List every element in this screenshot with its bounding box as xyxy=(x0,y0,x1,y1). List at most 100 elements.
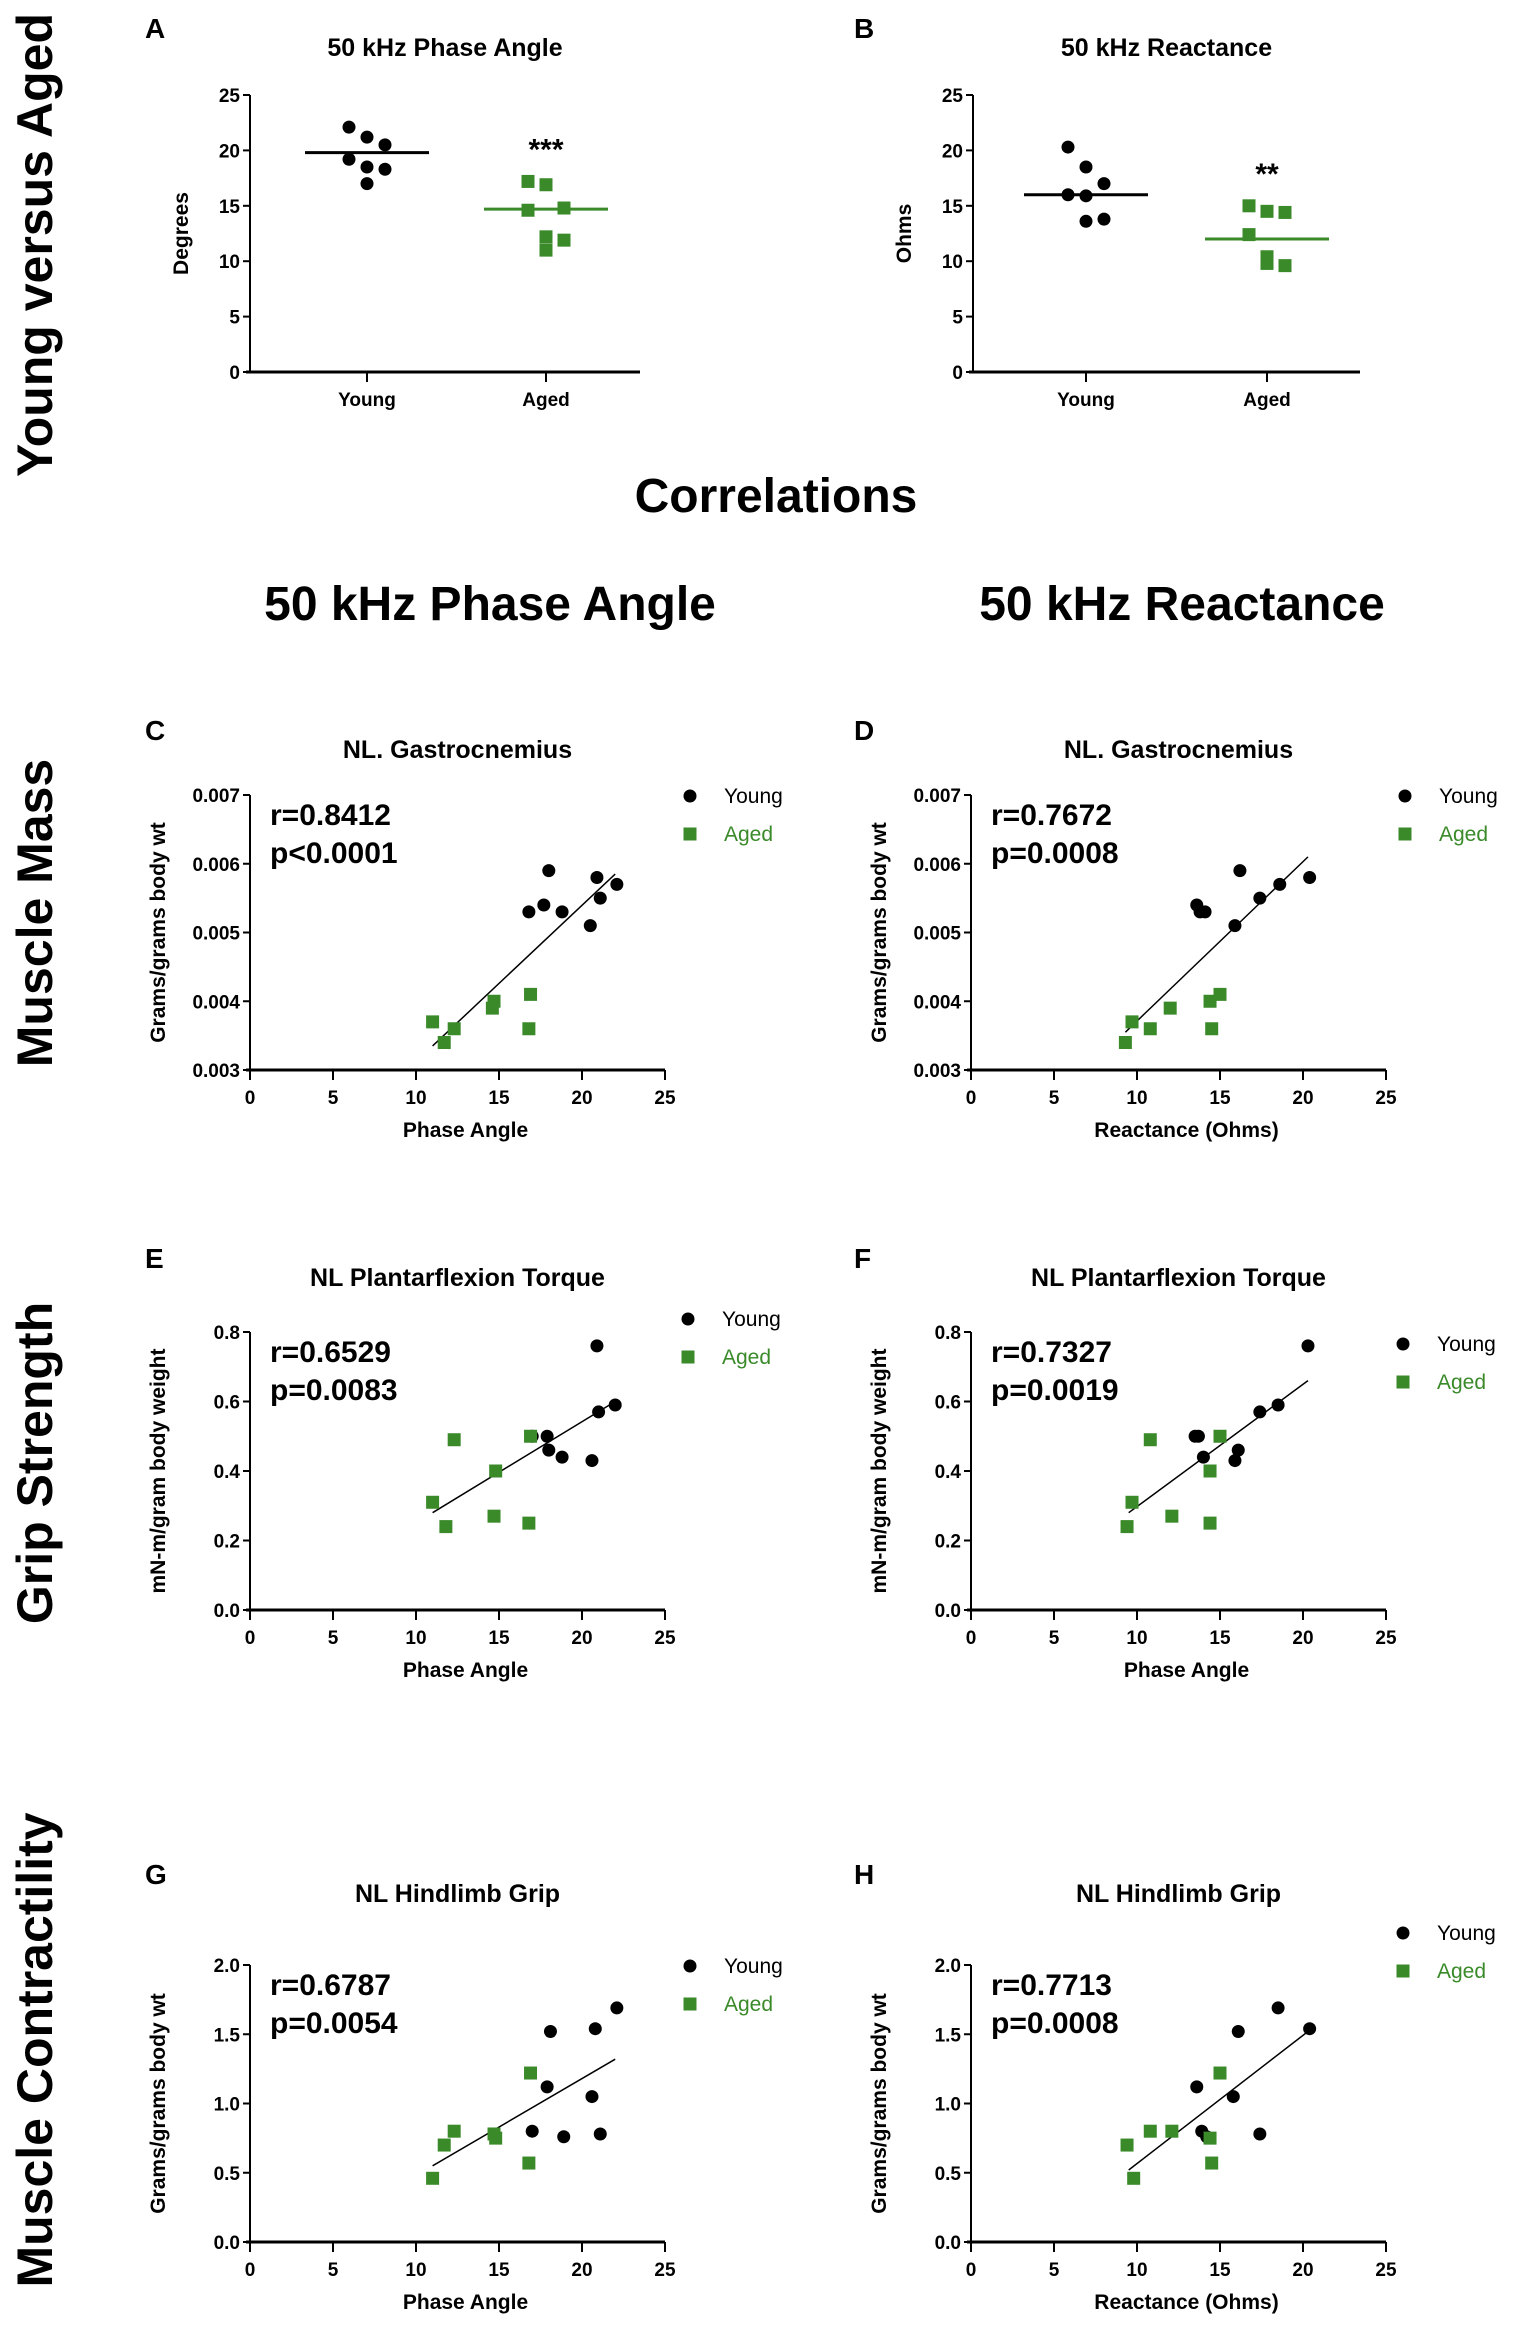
x-tick-label: 25 xyxy=(654,1628,676,1649)
data-point-aged xyxy=(1203,1516,1217,1530)
data-point-young xyxy=(583,919,597,933)
panel-letter: B xyxy=(854,13,874,44)
x-tick-label: 10 xyxy=(1126,1088,1147,1109)
panel-letter: H xyxy=(854,1859,874,1890)
regression-line xyxy=(432,1400,616,1514)
data-point-young xyxy=(1198,905,1212,919)
data-point-young xyxy=(1253,2127,1267,2141)
x-tick-label: 5 xyxy=(1049,1628,1060,1649)
column-title-reactance: 50 kHz Reactance xyxy=(979,578,1385,631)
panel-letter: D xyxy=(854,715,874,746)
legend-marker-aged xyxy=(683,1997,697,2011)
data-point-young xyxy=(525,2124,539,2138)
legend-label-young: Young xyxy=(722,1308,781,1331)
y-tick-label: 0 xyxy=(952,363,963,384)
data-point-young xyxy=(1303,2022,1317,2036)
legend-label-aged: Aged xyxy=(724,823,773,846)
data-point-aged xyxy=(447,1022,461,1036)
data-point-young xyxy=(542,864,556,878)
data-point-young xyxy=(588,2022,602,2036)
y-tick-label: 0.005 xyxy=(913,924,961,945)
x-tick-label: 0 xyxy=(966,1628,977,1649)
data-point-young xyxy=(593,891,607,905)
y-tick-label: 10 xyxy=(942,252,963,273)
x-tick-label: 20 xyxy=(571,1628,592,1649)
y-axis-label: mN-m/gram body weight xyxy=(147,1348,170,1593)
x-tick-label: Aged xyxy=(522,390,570,411)
x-tick-label: 20 xyxy=(1292,1628,1313,1649)
data-point-aged xyxy=(524,1429,538,1443)
panel-d: D NL. Gastrocnemius 0.003 0.004 0.005 0.006 0.… xyxy=(854,715,1498,1142)
data-point-young xyxy=(593,2127,607,2141)
panel-h: H NL Hindlimb Grip 0.0 0.5 1.0 1.5 2.0 Grams/gr… xyxy=(854,1859,1496,2314)
panel-letter: G xyxy=(145,1859,167,1890)
data-point-aged xyxy=(426,1495,440,1509)
legend-marker-young xyxy=(1398,789,1412,803)
legend-label-young: Young xyxy=(724,785,783,808)
x-tick-label: 5 xyxy=(1049,2260,1060,2281)
data-point-aged xyxy=(1213,2066,1227,2080)
data-point xyxy=(342,152,356,166)
data-point-young xyxy=(1228,1454,1242,1468)
data-point-young xyxy=(543,2024,557,2038)
data-point-young xyxy=(610,877,624,891)
correlation-r: r=0.6787 xyxy=(270,1969,391,2002)
significance-annotation: ** xyxy=(1255,158,1279,191)
data-point-young xyxy=(585,2090,599,2104)
x-tick-label: 15 xyxy=(488,1088,510,1109)
legend-label-aged: Aged xyxy=(724,1993,773,2016)
x-tick-label: 10 xyxy=(405,2260,426,2281)
x-tick-label: 0 xyxy=(245,1628,256,1649)
regression-line xyxy=(1128,2030,1309,2171)
data-point xyxy=(1061,140,1075,154)
data-point-young xyxy=(537,898,551,912)
data-point xyxy=(1097,212,1111,226)
p-value: p=0.0019 xyxy=(991,1374,1119,1407)
data-point-young xyxy=(1271,2001,1285,2015)
data-point-young xyxy=(592,1405,606,1419)
data-point xyxy=(360,160,374,174)
p-value: p<0.0001 xyxy=(270,837,398,870)
data-point xyxy=(539,243,553,257)
legend-label-young: Young xyxy=(724,1955,783,1978)
data-point xyxy=(539,230,553,244)
y-tick-label: 0.0 xyxy=(935,1601,961,1622)
x-axis-label: Phase Angle xyxy=(403,2291,528,2314)
x-axis-label: Reactance (Ohms) xyxy=(1094,2291,1278,2314)
data-point-aged xyxy=(522,1022,536,1036)
y-tick-label: 0.003 xyxy=(913,1061,961,1082)
regression-line xyxy=(432,873,616,1047)
data-point xyxy=(1260,204,1274,218)
data-point-aged xyxy=(522,1516,536,1530)
y-tick-label: 0.004 xyxy=(913,992,961,1013)
x-tick-label: 25 xyxy=(1375,1088,1397,1109)
x-tick-label: 10 xyxy=(405,1628,426,1649)
data-point xyxy=(1278,205,1292,219)
legend-marker-young xyxy=(683,789,697,803)
panel-g: G NL Hindlimb Grip 0.0 0.5 1.0 1.5 2.0 Grams/gr… xyxy=(145,1859,783,2314)
x-axis-label: Reactance (Ohms) xyxy=(1094,1119,1278,1142)
data-point-aged xyxy=(1203,994,1217,1008)
data-point-aged xyxy=(1213,1429,1227,1443)
y-tick-label: 0.005 xyxy=(192,924,240,945)
data-point-aged xyxy=(426,1015,440,1029)
legend-label-young: Young xyxy=(1439,785,1498,808)
data-point-young xyxy=(1301,1339,1315,1353)
y-tick-label: 0.006 xyxy=(913,855,961,876)
y-tick-label: 25 xyxy=(942,86,964,107)
y-tick-label: 5 xyxy=(229,308,240,329)
x-tick-label: 5 xyxy=(1049,1088,1060,1109)
legend-label-aged: Aged xyxy=(722,1346,771,1369)
correlation-r: r=0.7327 xyxy=(991,1336,1112,1369)
x-tick-label: 0 xyxy=(245,2260,256,2281)
y-tick-label: 20 xyxy=(219,141,240,162)
correlation-r: r=0.8412 xyxy=(270,799,391,832)
p-value: p=0.0008 xyxy=(991,837,1119,870)
x-tick-label: 0 xyxy=(966,2260,977,2281)
data-point-aged xyxy=(1165,1509,1179,1523)
y-tick-label: 2.0 xyxy=(935,1956,961,1977)
panel-title: NL. Gastrocnemius xyxy=(343,736,572,764)
data-point-young xyxy=(1231,1443,1245,1457)
y-tick-label: 0.007 xyxy=(192,786,240,807)
y-tick-label: 1.5 xyxy=(214,2025,241,2046)
